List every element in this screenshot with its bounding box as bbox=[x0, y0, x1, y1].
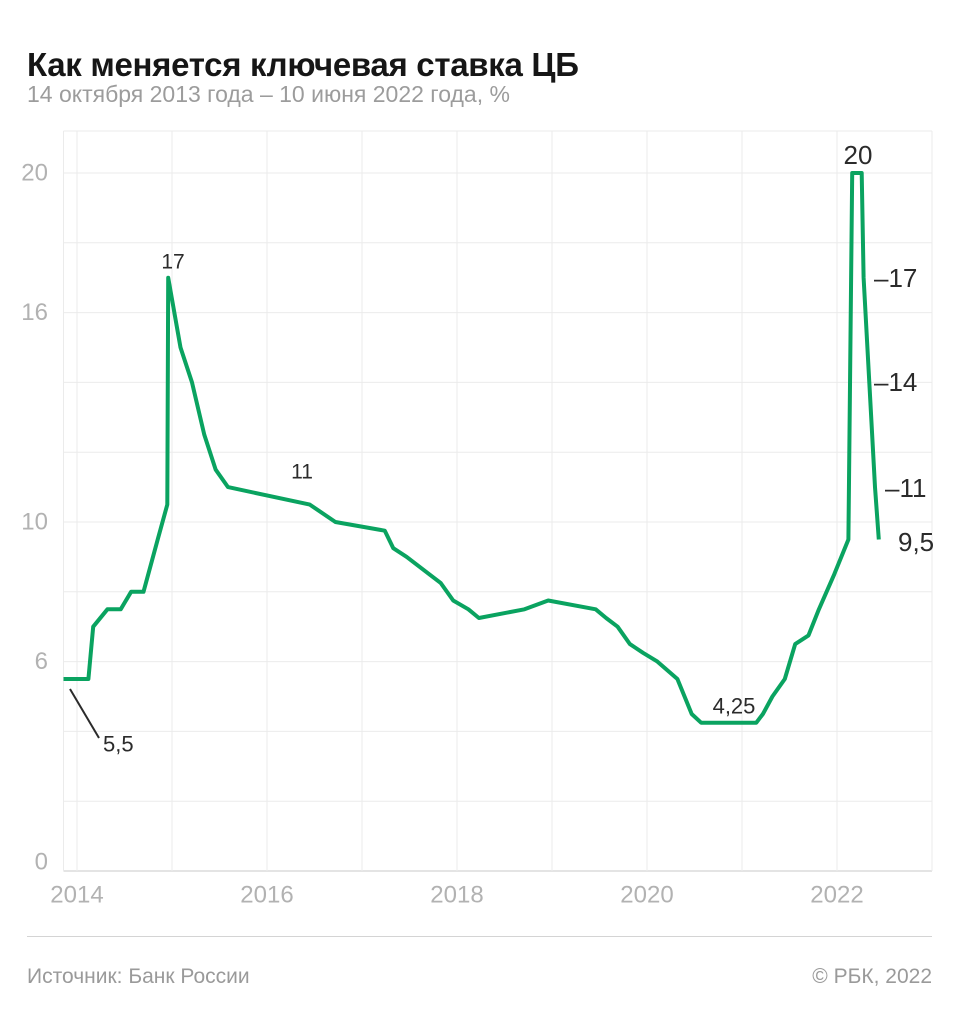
annotation-right-11: –11 bbox=[885, 473, 926, 503]
y-tick-label: 20 bbox=[21, 160, 48, 187]
y-tick-label: 6 bbox=[35, 648, 48, 675]
rate-line bbox=[63, 171, 881, 725]
copyright-label: © РБК, 2022 bbox=[812, 965, 932, 988]
y-tick-label: 10 bbox=[21, 509, 48, 536]
annotation-peak-17: 17 bbox=[161, 251, 184, 274]
annotation-right-14: –14 bbox=[874, 367, 917, 397]
x-tick-label: 2016 bbox=[240, 882, 293, 909]
x-tick-label: 2018 bbox=[430, 882, 483, 909]
x-tick-label: 2014 bbox=[50, 882, 103, 909]
annotation-level-11: 11 bbox=[291, 461, 313, 484]
annotation-start-5-5: 5,5 bbox=[103, 732, 134, 757]
x-tick-label: 2020 bbox=[620, 882, 673, 909]
y-tick-label: 0 bbox=[35, 849, 48, 876]
footer: Источник: Банк России © РБК, 2022 bbox=[27, 965, 932, 989]
callout-line bbox=[69, 688, 100, 739]
annotation-low-4-25: 4,25 bbox=[713, 694, 756, 719]
annotation-peak-20: 20 bbox=[844, 140, 873, 170]
source-label: Источник: Банк России bbox=[27, 965, 250, 988]
chart-subtitle: 14 октября 2013 года – 10 июня 2022 года… bbox=[27, 81, 510, 107]
annotation-end-9-5: 9,5 bbox=[898, 527, 934, 557]
page-title: Как меняется ключевая ставка ЦБ bbox=[27, 46, 579, 84]
y-tick-label: 16 bbox=[21, 299, 48, 326]
x-tick-label: 2022 bbox=[810, 882, 863, 909]
annotation-right-17: –17 bbox=[874, 263, 917, 293]
footer-divider bbox=[27, 936, 932, 937]
